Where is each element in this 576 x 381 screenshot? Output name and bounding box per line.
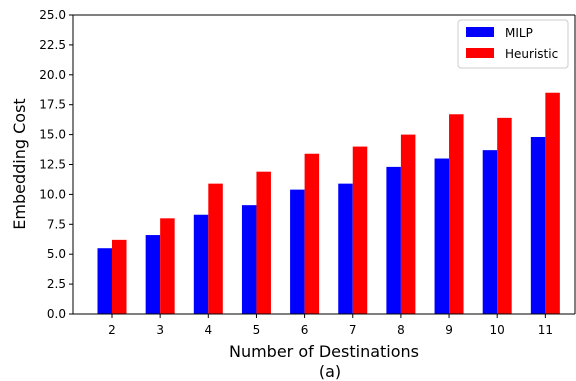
bars-group [97,92,560,315]
y-tick-label: 12.5 [39,158,66,172]
x-tick-label: 4 [204,323,212,337]
bar-heuristic-9 [449,114,464,315]
y-tick-label: 0.0 [47,307,66,321]
y-tick-label: 20.0 [39,68,66,82]
x-ticks-group: 2 3 4 5 6 7 8 9 10 11 [108,314,553,337]
bar-heuristic-11 [545,92,560,315]
y-tick-label: 22.5 [39,38,66,52]
y-tick-label: 25.0 [39,8,66,22]
bar-milp-2 [97,248,112,314]
y-tick-label: 5.0 [47,247,66,261]
legend-label-heuristic: Heuristic [505,47,558,61]
x-tick-label: 10 [490,323,505,337]
bar-milp-3 [145,235,161,314]
x-tick-label: 5 [253,323,261,337]
y-tick-label: 17.5 [39,98,66,112]
bar-milp-10 [482,150,498,314]
bar-milp-9 [434,158,450,314]
bar-milp-4 [193,214,209,314]
bar-heuristic-8 [400,134,416,314]
bar-heuristic-10 [497,117,512,314]
legend-swatch-milp [466,27,494,37]
bar-heuristic-2 [112,239,127,314]
y-axis-label: Embedding Cost [10,98,29,229]
x-tick-label: 2 [108,323,116,337]
y-tick-label: 10.0 [39,187,66,201]
bar-milp-7 [338,183,353,314]
bar-heuristic-4 [208,183,223,314]
bar-heuristic-5 [256,171,271,314]
bar-milp-5 [241,205,257,314]
x-tick-label: 8 [397,323,405,337]
bar-heuristic-3 [160,218,175,314]
x-tick-label: 11 [538,323,553,337]
y-tick-label: 7.5 [47,217,66,231]
y-ticks-group: 0.0 2.5 5.0 7.5 10.0 12.5 15.0 17.5 20.0 22.5 25.0 [39,8,73,321]
legend: MILP Heuristic [457,19,569,69]
x-tick-label: 3 [156,323,164,337]
y-tick-label: 2.5 [47,277,66,291]
bar-heuristic-6 [304,153,320,314]
x-axis-label: Number of Destinations [229,342,419,361]
x-axis-sublabel: (a) [319,362,341,381]
bar-heuristic-7 [352,146,368,314]
y-tick-label: 15.0 [39,128,66,142]
bar-milp-8 [386,166,401,314]
x-tick-label: 6 [301,323,309,337]
bar-milp-6 [290,189,305,314]
bar-milp-11 [530,136,546,314]
legend-label-milp: MILP [505,26,533,40]
x-tick-label: 7 [349,323,357,337]
x-tick-label: 9 [445,323,453,337]
legend-swatch-heuristic [466,48,494,58]
